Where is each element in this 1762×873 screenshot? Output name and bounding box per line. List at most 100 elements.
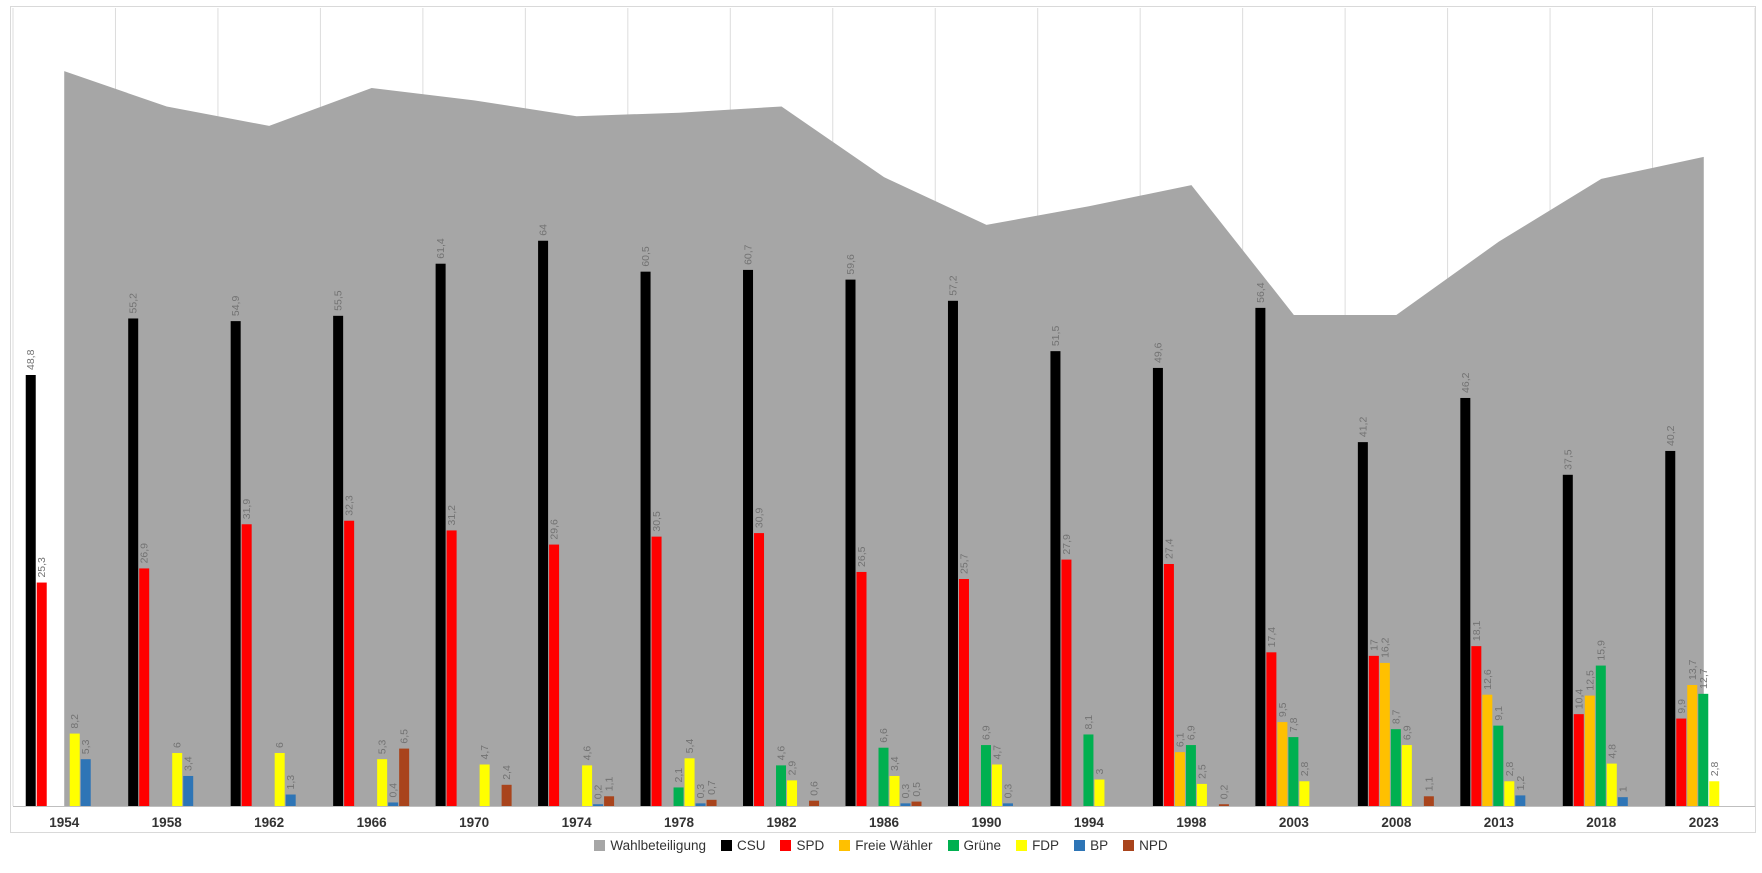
bar-NPD-2008[interactable] <box>1423 796 1434 806</box>
bar-Freie Wähler-2013[interactable] <box>1482 694 1493 806</box>
bar-Grüne-2023[interactable] <box>1698 693 1709 806</box>
bar-FDP-2013[interactable] <box>1504 781 1515 806</box>
bar-FDP-1998[interactable] <box>1196 783 1207 806</box>
bar-Grüne-1978[interactable] <box>673 787 684 806</box>
bar-CSU-1994[interactable] <box>1050 351 1061 806</box>
legend-item-Grüne[interactable]: Grüne <box>947 838 1001 853</box>
bar-FDP-1962[interactable] <box>274 753 285 806</box>
bar-NPD-1982[interactable] <box>809 800 820 806</box>
bar-CSU-1986[interactable] <box>845 279 856 806</box>
bar-CSU-1954[interactable] <box>25 374 36 806</box>
bar-Freie Wähler-2023[interactable] <box>1687 685 1698 806</box>
bar-BP-1954[interactable] <box>80 759 91 806</box>
bar-SPD-1954[interactable] <box>36 582 47 806</box>
bar-BP-2018[interactable] <box>1617 797 1628 806</box>
bar-CSU-1990[interactable] <box>947 300 958 806</box>
bar-Freie Wähler-2008[interactable] <box>1379 662 1390 806</box>
legend-item-BP[interactable]: BP <box>1074 838 1108 853</box>
year-label-1994: 1994 <box>1074 815 1105 830</box>
bar-SPD-2008[interactable] <box>1368 655 1379 806</box>
bar-SPD-2013[interactable] <box>1471 646 1482 806</box>
bar-CSU-2003[interactable] <box>1255 307 1266 806</box>
bar-FDP-1994[interactable] <box>1094 779 1105 806</box>
bar-FDP-2018[interactable] <box>1606 763 1617 806</box>
bar-NPD-1978[interactable] <box>706 799 717 806</box>
bar-NPD-1986[interactable] <box>911 801 922 806</box>
bar-BP-1978[interactable] <box>695 803 706 806</box>
bar-value-label: 1 <box>1617 786 1629 792</box>
bar-CSU-1966[interactable] <box>333 315 344 806</box>
bar-Grüne-1998[interactable] <box>1185 745 1196 806</box>
bar-Grüne-2013[interactable] <box>1493 725 1504 806</box>
bar-SPD-1982[interactable] <box>754 533 765 806</box>
bar-Freie Wähler-2018[interactable] <box>1584 695 1595 806</box>
bar-BP-1986[interactable] <box>900 803 911 806</box>
bar-BP-1966[interactable] <box>388 802 399 806</box>
bar-FDP-1982[interactable] <box>787 780 798 806</box>
bar-CSU-2023[interactable] <box>1665 450 1676 806</box>
bar-CSU-2018[interactable] <box>1562 474 1573 806</box>
bar-SPD-1974[interactable] <box>549 544 560 806</box>
bar-FDP-1958[interactable] <box>172 753 183 806</box>
legend-item-CSU[interactable]: CSU <box>720 838 765 853</box>
bar-SPD-1990[interactable] <box>958 579 969 806</box>
bar-SPD-1998[interactable] <box>1163 564 1174 806</box>
bar-CSU-1998[interactable] <box>1152 367 1163 806</box>
bar-BP-1974[interactable] <box>593 804 604 806</box>
legend-item-Freie Wähler[interactable]: Freie Wähler <box>839 838 933 853</box>
bar-CSU-1978[interactable] <box>640 271 651 806</box>
bar-NPD-1974[interactable] <box>604 796 615 806</box>
legend-item-FDP[interactable]: FDP <box>1016 838 1059 853</box>
bar-SPD-2018[interactable] <box>1573 714 1584 806</box>
bar-FDP-1970[interactable] <box>479 764 490 806</box>
bar-CSU-1982[interactable] <box>743 269 754 807</box>
bar-FDP-1974[interactable] <box>582 765 593 806</box>
bar-FDP-1986[interactable] <box>889 775 900 806</box>
bar-FDP-2003[interactable] <box>1299 781 1310 806</box>
bar-BP-1990[interactable] <box>1002 803 1013 806</box>
bar-SPD-1970[interactable] <box>446 530 457 806</box>
legend-item-Wahlbeteiligung[interactable]: Wahlbeteiligung <box>594 838 706 853</box>
bar-FDP-1954[interactable] <box>69 733 80 806</box>
bar-SPD-1994[interactable] <box>1061 559 1072 806</box>
bar-NPD-1970[interactable] <box>501 784 512 806</box>
bar-Grüne-1982[interactable] <box>776 765 787 806</box>
bar-Grüne-2018[interactable] <box>1595 665 1606 806</box>
bar-BP-1962[interactable] <box>285 794 296 806</box>
bar-SPD-1966[interactable] <box>344 520 355 806</box>
bar-CSU-1970[interactable] <box>435 263 446 806</box>
bar-Grüne-2008[interactable] <box>1390 729 1401 806</box>
bar-Grüne-2003[interactable] <box>1288 737 1299 806</box>
bar-SPD-1958[interactable] <box>139 568 150 806</box>
bar-FDP-2023[interactable] <box>1709 781 1720 806</box>
bar-BP-2013[interactable] <box>1515 795 1526 806</box>
bar-NPD-1966[interactable] <box>399 748 410 806</box>
bar-Freie Wähler-1998[interactable] <box>1174 752 1185 806</box>
bar-SPD-1962[interactable] <box>241 524 252 806</box>
legend-item-NPD[interactable]: NPD <box>1123 838 1168 853</box>
bar-Grüne-1990[interactable] <box>980 745 991 806</box>
bar-BP-1958[interactable] <box>183 775 194 806</box>
bar-CSU-1962[interactable] <box>230 321 241 806</box>
legend-item-SPD[interactable]: SPD <box>780 838 824 853</box>
bar-Grüne-1986[interactable] <box>878 747 889 806</box>
bar-value-label: 27,9 <box>1061 534 1073 555</box>
bar-FDP-1990[interactable] <box>991 764 1002 806</box>
bar-SPD-2003[interactable] <box>1266 652 1277 806</box>
year-label-1970: 1970 <box>459 815 489 830</box>
bar-FDP-1966[interactable] <box>377 759 388 806</box>
bar-CSU-2008[interactable] <box>1357 442 1368 806</box>
bar-SPD-1978[interactable] <box>651 536 662 806</box>
bar-SPD-1986[interactable] <box>856 571 867 806</box>
bar-Grüne-1994[interactable] <box>1083 734 1094 806</box>
bar-CSU-2013[interactable] <box>1460 397 1471 806</box>
bar-FDP-2008[interactable] <box>1401 745 1412 806</box>
bar-SPD-2023[interactable] <box>1676 718 1687 806</box>
bar-FDP-1978[interactable] <box>684 758 695 806</box>
bar-NPD-1998[interactable] <box>1218 804 1229 806</box>
turnout-area[interactable] <box>64 71 1704 806</box>
bar-value-label: 29,6 <box>549 519 561 540</box>
bar-CSU-1958[interactable] <box>128 318 139 806</box>
bar-Freie Wähler-2003[interactable] <box>1277 722 1288 806</box>
bar-CSU-1974[interactable] <box>538 240 549 806</box>
